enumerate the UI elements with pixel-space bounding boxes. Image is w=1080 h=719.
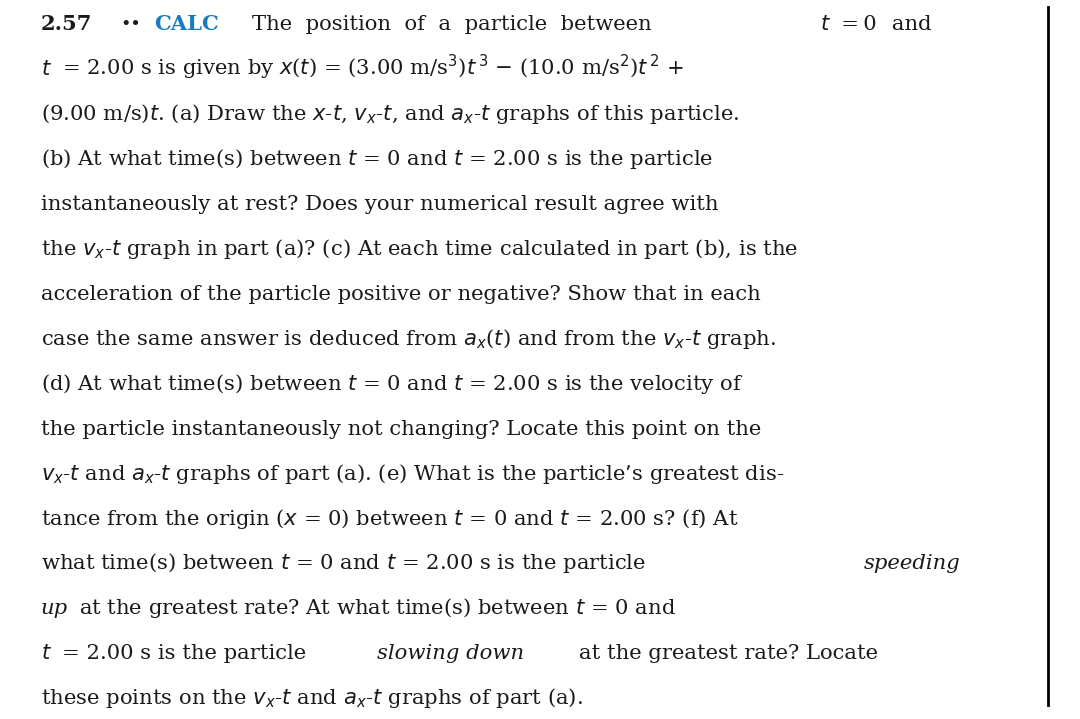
Text: (9.00 m/s)$t$. (a) Draw the $x$-$t$, $v_x$-$t$, and $a_x$-$t$ graphs of this par: (9.00 m/s)$t$. (a) Draw the $x$-$t$, $v_… [41, 102, 740, 126]
Text: these points on the $v_x$-$t$ and $a_x$-$t$ graphs of part (a).: these points on the $v_x$-$t$ and $a_x$-… [41, 686, 583, 710]
Text: the $v_x$-$t$ graph in part (a)? (c) At each time calculated in part (b), is the: the $v_x$-$t$ graph in part (a)? (c) At … [41, 237, 798, 261]
Text: speeding: speeding [864, 554, 961, 574]
Text: $t$: $t$ [41, 644, 52, 664]
Text: CALC: CALC [154, 14, 219, 35]
Text: case the same answer is deduced from $a_x$($t$) and from the $v_x$-$t$ graph.: case the same answer is deduced from $a_… [41, 326, 777, 351]
Text: (d) At what time(s) between $t$ = 0 and $t$ = 2.00 s is the velocity of: (d) At what time(s) between $t$ = 0 and … [41, 372, 743, 395]
Text: (b) At what time(s) between $t$ = 0 and $t$ = 2.00 s is the particle: (b) At what time(s) between $t$ = 0 and … [41, 147, 713, 171]
Text: ••: •• [120, 17, 140, 35]
Text: $v_x$-$t$ and $a_x$-$t$ graphs of part (a). (e) What is the particle’s greatest : $v_x$-$t$ and $a_x$-$t$ graphs of part (… [41, 462, 784, 485]
Text: at the greatest rate? At what time(s) between $t$ = 0 and: at the greatest rate? At what time(s) be… [79, 596, 676, 620]
Text: the particle instantaneously not changing? Locate this point on the: the particle instantaneously not changin… [41, 420, 761, 439]
Text: instantaneously at rest? Does your numerical result agree with: instantaneously at rest? Does your numer… [41, 195, 718, 214]
Text: tance from the origin ($x$ = 0) between $t$ = 0 and $t$ = 2.00 s? (f) At: tance from the origin ($x$ = 0) between … [41, 506, 739, 531]
Text: acceleration of the particle positive or negative? Show that in each: acceleration of the particle positive or… [41, 285, 760, 304]
Text: = 0   and: = 0 and [837, 15, 931, 35]
Text: up: up [41, 600, 68, 618]
Text: slowing down: slowing down [377, 644, 524, 664]
Text: = 2.00 s is the particle: = 2.00 s is the particle [62, 644, 312, 664]
Text: what time(s) between $t$ = 0 and $t$ = 2.00 s is the particle: what time(s) between $t$ = 0 and $t$ = 2… [41, 551, 647, 575]
Text: The  position  of  a  particle  between: The position of a particle between [252, 15, 665, 35]
Text: $t$: $t$ [820, 15, 831, 35]
Text: $t$: $t$ [41, 60, 52, 79]
Text: 2.57: 2.57 [41, 14, 93, 35]
Text: at the greatest rate? Locate: at the greatest rate? Locate [579, 644, 878, 664]
Text: = 2.00 s is given by $x$($t$) = (3.00 m/s$^3$)$t\,^3$ − (10.0 m/s$^2$)$t\,^2$ +: = 2.00 s is given by $x$($t$) = (3.00 m/… [62, 52, 684, 82]
